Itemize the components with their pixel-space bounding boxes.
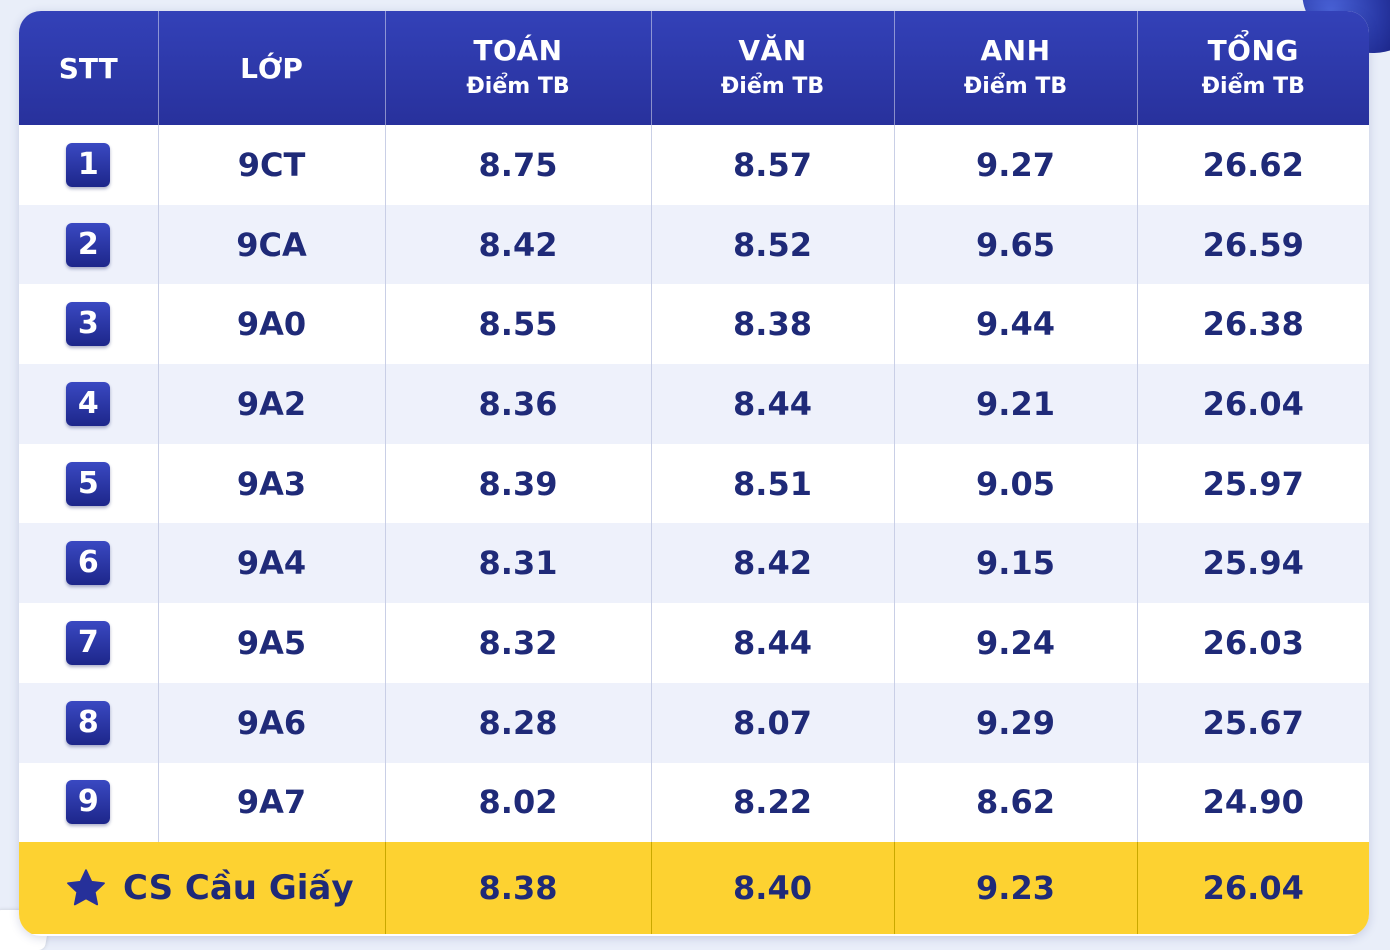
rank-badge: 8	[66, 700, 111, 745]
anh-cell: 9.65	[894, 204, 1138, 285]
table-row: 4 9A2 8.36 8.44 9.21 26.04	[19, 364, 1369, 444]
rank-cell: 5	[19, 443, 159, 524]
header-tong: TỔNG Điểm TB	[1137, 11, 1369, 125]
van-cell: 8.51	[651, 443, 895, 524]
toan-cell: 8.28	[385, 682, 652, 763]
van-cell: 8.44	[651, 603, 895, 683]
header-toan: TOÁN Điểm TB	[385, 11, 652, 125]
header-toan-title: TOÁN	[473, 34, 563, 67]
tong-cell: 25.97	[1137, 443, 1369, 524]
tong-cell: 26.59	[1137, 204, 1369, 285]
toan-cell: 8.31	[385, 523, 652, 604]
table-header: STT LỚP TOÁN Điểm TB VĂN Điểm TB ANH Điể…	[19, 11, 1369, 125]
van-cell: 8.42	[651, 523, 895, 604]
rank-cell: 3	[19, 284, 159, 365]
table-row: 5 9A3 8.39 8.51 9.05 25.97	[19, 443, 1369, 524]
rank-badge: 9	[66, 780, 111, 825]
toan-cell: 8.36	[385, 364, 652, 444]
rank-badge: 6	[66, 541, 111, 586]
class-cell: 9CA	[158, 204, 386, 285]
toan-cell: 8.39	[385, 443, 652, 524]
header-anh-title: ANH	[980, 34, 1051, 67]
header-tong-title: TỔNG	[1207, 34, 1299, 67]
anh-cell: 8.62	[894, 762, 1138, 843]
tong-cell: 26.38	[1137, 284, 1369, 365]
table-row: 2 9CA 8.42 8.52 9.65 26.59	[19, 204, 1369, 285]
anh-cell: 9.21	[894, 364, 1138, 444]
header-tong-sub: Điểm TB	[1201, 74, 1305, 99]
anh-cell: 9.24	[894, 603, 1138, 683]
score-table: STT LỚP TOÁN Điểm TB VĂN Điểm TB ANH Điể…	[19, 11, 1369, 935]
tong-cell: 26.03	[1137, 603, 1369, 683]
header-van: VĂN Điểm TB	[651, 11, 895, 125]
van-cell: 8.38	[651, 284, 895, 365]
table-row: 9 9A7 8.02 8.22 8.62 24.90	[19, 762, 1369, 843]
class-cell: 9A5	[158, 603, 386, 683]
van-cell: 8.44	[651, 364, 895, 444]
anh-cell: 9.27	[894, 125, 1138, 205]
anh-cell: 9.05	[894, 443, 1138, 524]
summary-tong-cell: 26.04	[1137, 842, 1369, 935]
table-body: 1 9CT 8.75 8.57 9.27 26.62 2 9CA 8.42 8.…	[19, 125, 1369, 935]
header-stt: STT	[19, 11, 159, 125]
table-row: 1 9CT 8.75 8.57 9.27 26.62	[19, 125, 1369, 205]
score-table-card: STT LỚP TOÁN Điểm TB VĂN Điểm TB ANH Điể…	[19, 11, 1369, 936]
van-cell: 8.22	[651, 762, 895, 843]
class-cell: 9A0	[158, 284, 386, 365]
rank-cell: 1	[19, 125, 159, 205]
table-row: 6 9A4 8.31 8.42 9.15 25.94	[19, 523, 1369, 604]
table-row: 8 9A6 8.28 8.07 9.29 25.67	[19, 682, 1369, 763]
rank-badge: 1	[66, 142, 111, 187]
rank-badge: 2	[66, 222, 111, 267]
class-cell: 9A3	[158, 443, 386, 524]
rank-cell: 7	[19, 603, 159, 683]
anh-cell: 9.44	[894, 284, 1138, 365]
rank-cell: 8	[19, 682, 159, 763]
summary-toan-cell: 8.38	[385, 842, 652, 935]
rank-cell: 2	[19, 204, 159, 285]
star-icon	[67, 869, 105, 906]
table-row: 3 9A0 8.55 8.38 9.44 26.38	[19, 284, 1369, 365]
tong-cell: 26.62	[1137, 125, 1369, 205]
header-van-sub: Điểm TB	[720, 74, 825, 99]
class-cell: 9A2	[158, 364, 386, 444]
rank-badge: 7	[66, 620, 111, 665]
tong-cell: 25.94	[1137, 523, 1369, 604]
anh-cell: 9.29	[894, 682, 1138, 763]
van-cell: 8.57	[651, 125, 895, 205]
header-toan-sub: Điểm TB	[466, 74, 570, 99]
class-cell: 9A4	[158, 523, 386, 604]
summary-label: CS Cầu Giấy	[123, 868, 354, 909]
rank-cell: 4	[19, 364, 159, 444]
summary-label-cell: CS Cầu Giấy	[19, 842, 386, 935]
class-cell: 9A6	[158, 682, 386, 763]
header-van-title: VĂN	[738, 34, 807, 67]
tong-cell: 25.67	[1137, 682, 1369, 763]
table-row: 7 9A5 8.32 8.44 9.24 26.03	[19, 603, 1369, 683]
toan-cell: 8.75	[385, 125, 652, 205]
toan-cell: 8.32	[385, 603, 652, 683]
header-anh-sub: Điểm TB	[963, 74, 1068, 99]
rank-badge: 5	[66, 461, 111, 506]
rank-cell: 9	[19, 762, 159, 843]
toan-cell: 8.42	[385, 204, 652, 285]
class-cell: 9CT	[158, 125, 386, 205]
rank-badge: 4	[66, 381, 111, 426]
summary-van-cell: 8.40	[651, 842, 895, 935]
tong-cell: 26.04	[1137, 364, 1369, 444]
toan-cell: 8.02	[385, 762, 652, 843]
summary-anh-cell: 9.23	[894, 842, 1138, 935]
header-anh: ANH Điểm TB	[894, 11, 1138, 125]
rank-badge: 3	[66, 302, 111, 347]
header-lop: LỚP	[158, 11, 386, 125]
toan-cell: 8.55	[385, 284, 652, 365]
class-cell: 9A7	[158, 762, 386, 843]
rank-cell: 6	[19, 523, 159, 604]
tong-cell: 24.90	[1137, 762, 1369, 843]
van-cell: 8.07	[651, 682, 895, 763]
van-cell: 8.52	[651, 204, 895, 285]
summary-row: CS Cầu Giấy 8.38 8.40 9.23 26.04	[19, 842, 1369, 935]
anh-cell: 9.15	[894, 523, 1138, 604]
